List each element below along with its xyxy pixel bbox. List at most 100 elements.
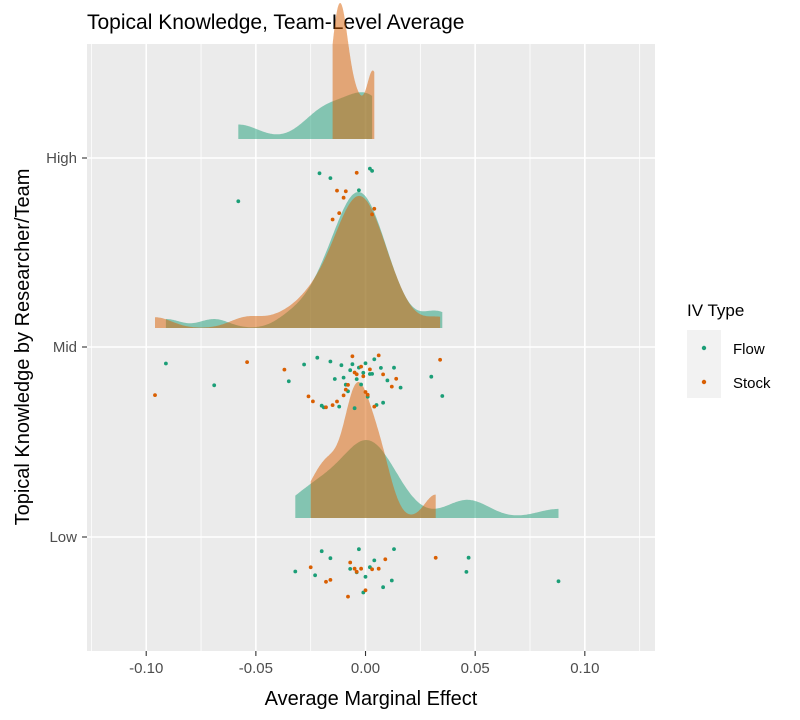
point-flow — [372, 558, 377, 563]
point-stock — [337, 211, 342, 216]
point-flow — [328, 556, 333, 561]
point-flow — [392, 547, 396, 551]
legend-label-stock: Stock — [733, 375, 771, 392]
point-flow — [381, 585, 385, 590]
point-stock — [383, 557, 388, 562]
point-flow — [319, 549, 324, 554]
point-flow — [429, 374, 434, 379]
point-stock — [346, 594, 350, 599]
point-stock — [370, 567, 374, 572]
legend-title: IV Type — [687, 301, 744, 320]
x-axis-title: Average Marginal Effect — [265, 688, 478, 710]
point-flow — [357, 188, 361, 193]
point-flow — [466, 555, 471, 560]
point-stock — [350, 354, 355, 359]
point-flow — [328, 359, 333, 364]
point-flow — [556, 579, 561, 584]
point-stock — [308, 565, 313, 570]
point-flow — [381, 400, 385, 405]
point-flow — [368, 166, 372, 171]
legend-key-stock — [701, 379, 707, 385]
point-flow — [164, 361, 168, 366]
point-stock — [306, 394, 311, 399]
density-layer — [155, 3, 559, 518]
density-stock-low — [310, 382, 436, 518]
x-tick-label: 0.00 — [351, 660, 380, 677]
point-stock — [328, 578, 333, 582]
point-stock — [343, 189, 348, 194]
density-stock-high — [332, 3, 375, 139]
point-flow — [350, 362, 355, 367]
point-flow — [236, 199, 241, 204]
point-flow — [212, 383, 217, 388]
point-stock — [433, 555, 438, 560]
point-stock — [365, 392, 370, 397]
point-stock — [341, 393, 346, 398]
point-stock — [324, 579, 328, 584]
point-flow — [370, 372, 374, 376]
point-flow — [348, 567, 353, 571]
chart-title: Topical Knowledge, Team-Level Average — [87, 11, 464, 34]
point-flow — [293, 569, 298, 574]
point-stock — [372, 404, 377, 409]
x-tick-label: -0.10 — [129, 660, 163, 677]
y-tick-label: Mid — [53, 339, 77, 356]
point-stock — [341, 195, 346, 200]
x-tick-label: -0.05 — [239, 660, 273, 677]
point-stock — [352, 566, 357, 571]
legend: IV Type Flow Stock — [687, 301, 771, 398]
point-flow — [389, 578, 394, 583]
point-flow — [363, 361, 368, 366]
y-axis-title: Topical Knowledge by Researcher/Team — [12, 169, 34, 526]
point-flow — [352, 406, 357, 411]
point-flow — [385, 378, 390, 383]
point-stock — [311, 399, 315, 404]
point-stock — [438, 357, 442, 362]
point-stock — [372, 206, 377, 211]
point-flow — [357, 547, 361, 552]
point-flow — [348, 368, 353, 373]
point-stock — [343, 387, 348, 392]
point-flow — [379, 366, 383, 370]
point-stock — [359, 364, 363, 369]
point-stock — [335, 399, 339, 404]
legend-key-flow — [701, 345, 707, 351]
y-tick-label: Low — [49, 529, 77, 546]
point-stock — [354, 569, 359, 574]
point-stock — [324, 405, 328, 410]
legend-label-flow: Flow — [733, 341, 765, 358]
point-flow — [341, 375, 346, 380]
point-flow — [363, 574, 368, 579]
point-flow — [315, 355, 320, 360]
point-stock — [363, 390, 368, 394]
point-flow — [440, 394, 445, 398]
point-stock — [335, 188, 339, 193]
point-stock — [346, 383, 350, 387]
point-stock — [245, 360, 250, 364]
point-stock — [368, 367, 372, 372]
point-flow — [392, 365, 396, 370]
point-stock — [370, 212, 374, 217]
point-flow — [328, 176, 333, 181]
legend-items: Flow Stock — [701, 341, 771, 392]
axis-layer: -0.10 -0.05 0.00 0.05 0.10 Low Mid High — [46, 150, 599, 677]
point-stock — [394, 376, 399, 381]
point-flow — [332, 377, 337, 381]
point-stock — [348, 560, 353, 565]
point-flow — [372, 357, 377, 362]
point-stock — [376, 566, 381, 571]
point-flow — [361, 370, 366, 375]
point-stock — [330, 217, 335, 222]
x-tick-label: 0.10 — [570, 660, 599, 677]
point-stock — [153, 393, 157, 397]
y-tick-label: High — [46, 150, 77, 167]
legend-key-bg — [687, 330, 721, 398]
point-flow — [302, 362, 306, 367]
density-stock-mid — [155, 195, 441, 328]
point-stock — [389, 384, 394, 389]
point-flow — [339, 363, 344, 368]
x-tick-label: 0.05 — [461, 660, 490, 677]
point-stock — [282, 367, 287, 372]
point-flow — [398, 385, 403, 390]
